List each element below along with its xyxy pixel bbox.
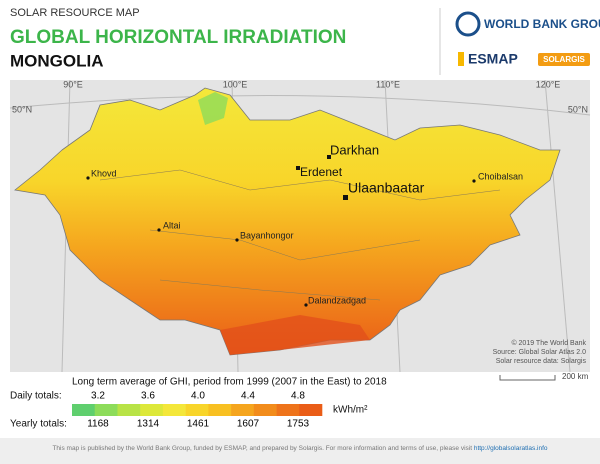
legend-swatch <box>253 404 277 416</box>
kicker: SOLAR RESOURCE MAP <box>10 7 140 19</box>
yearly-value: 1314 <box>137 419 160 430</box>
city-label: Bayanhongor <box>240 230 294 240</box>
legend-unit: kWh/m² <box>333 405 368 416</box>
lat-label: 50°N <box>12 104 32 114</box>
lon-label: 110°E <box>376 79 400 89</box>
city-marker <box>472 179 476 183</box>
daily-value: 3.2 <box>91 391 105 402</box>
yearly-value: 1461 <box>187 419 210 430</box>
credit: Solar resource data: Solargis <box>496 358 587 365</box>
cities: Darkhan Erdenet Ulaanbaatar Choibalsan K… <box>86 142 523 307</box>
legend-swatch <box>94 404 118 416</box>
legend-swatch <box>162 404 186 416</box>
city-marker <box>327 155 331 159</box>
admin-borders <box>99 169 501 301</box>
yearly-value: 1753 <box>287 419 310 430</box>
city-marker <box>304 303 308 307</box>
city-marker <box>157 228 161 232</box>
footer-link[interactable]: http://globalsolaratlas.info <box>474 445 548 452</box>
hot-patch <box>220 315 370 355</box>
country-shape <box>14 87 561 356</box>
legend-swatch <box>276 404 300 416</box>
city-marker <box>235 238 239 242</box>
yearly-label: Yearly totals: <box>10 419 67 430</box>
city-label: Dalandzadgad <box>308 295 366 305</box>
wb-icon <box>455 11 481 37</box>
footer: This map is published by the World Bank … <box>52 445 547 452</box>
daily-label: Daily totals: <box>10 391 62 402</box>
city-label: Erdenet <box>300 165 343 179</box>
esmap-logo: ESMAP <box>468 51 518 67</box>
yearly-value: 1168 <box>87 419 109 430</box>
daily-value: 4.4 <box>241 391 255 402</box>
legend-swatch <box>208 404 232 416</box>
lon-label: 120°E <box>536 79 561 89</box>
footer-text: This map is published by the World Bank … <box>52 445 473 452</box>
solargis-bg <box>538 53 590 66</box>
scale-bar <box>499 375 556 381</box>
legend-swatch <box>185 404 209 416</box>
city-label: Altai <box>163 220 181 230</box>
lat-label: 50°N <box>568 104 588 114</box>
legend-swatch <box>299 404 323 416</box>
credit: Source: Global Solar Atlas 2.0 <box>493 349 586 356</box>
esmap-icon <box>458 52 464 66</box>
credit: © 2019 The World Bank <box>511 339 586 347</box>
daily-value: 3.6 <box>141 391 155 402</box>
green-patch <box>198 92 228 125</box>
legend-swatch <box>231 404 255 416</box>
city-label: Khovd <box>91 168 117 178</box>
country: MONGOLIA <box>10 51 104 70</box>
legend: 3.2 1168 3.6 1314 4.0 1461 4.4 1607 4.8 1753 <box>72 391 323 430</box>
legend-title: Long term average of GHI, period from 19… <box>72 377 387 388</box>
solargis-logo: SOLARGIS <box>543 55 585 64</box>
city-marker <box>296 166 300 170</box>
wb-logo: WORLD BANK GROUP <box>484 17 600 31</box>
city-label: Choibalsan <box>478 171 523 181</box>
city-label: Darkhan <box>330 142 379 157</box>
legend-swatch <box>140 404 164 416</box>
daily-value: 4.0 <box>191 391 205 402</box>
footer-bg <box>0 438 600 464</box>
legend-swatch <box>72 404 96 416</box>
title: GLOBAL HORIZONTAL IRRADIATION <box>10 27 346 48</box>
city-marker <box>343 195 348 200</box>
legend-swatch <box>117 404 141 416</box>
city-marker <box>86 176 90 180</box>
yearly-value: 1607 <box>237 419 260 430</box>
city-label: Ulaanbaatar <box>348 180 425 196</box>
lon-label: 100°E <box>223 79 248 89</box>
lon-label: 90°E <box>63 79 83 89</box>
scale-label: 200 km <box>562 372 589 381</box>
daily-value: 4.8 <box>291 391 305 402</box>
